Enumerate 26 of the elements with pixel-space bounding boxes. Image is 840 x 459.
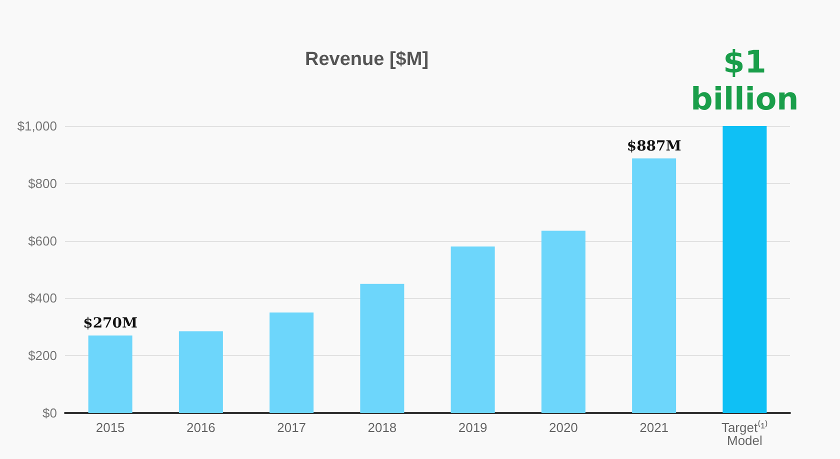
y-tick-label: $600 [28, 233, 57, 248]
x-tick-label: 2017 [277, 420, 306, 435]
y-tick-label: $200 [28, 348, 57, 364]
x-tick-label: 2015 [96, 420, 125, 435]
data-label: $887M [626, 138, 682, 154]
bar [722, 126, 767, 413]
x-tick-label: 2021 [640, 420, 669, 435]
bar [88, 336, 132, 413]
bar [450, 246, 495, 413]
y-tick-label: $800 [28, 176, 57, 191]
chart-title: Revenue [$M] [305, 49, 429, 70]
data-label: $270M [83, 316, 138, 332]
x-tick-label: 2020 [548, 420, 578, 435]
bar [270, 312, 314, 413]
bar [541, 230, 586, 413]
y-tick-label: $400 [28, 290, 57, 306]
bar [360, 284, 404, 413]
y-tick-label: $1,000 [17, 118, 57, 134]
x-tick-label: 2018 [368, 420, 397, 435]
y-tick-label: $0 [42, 406, 57, 420]
x-tick-label: 2019 [458, 420, 488, 435]
bar [178, 331, 223, 413]
x-tick-label: Target⁽¹⁾ Model [721, 420, 768, 448]
x-tick-label: 2016 [186, 420, 216, 435]
bar [632, 158, 676, 413]
annotation: $1 billion [690, 44, 799, 118]
